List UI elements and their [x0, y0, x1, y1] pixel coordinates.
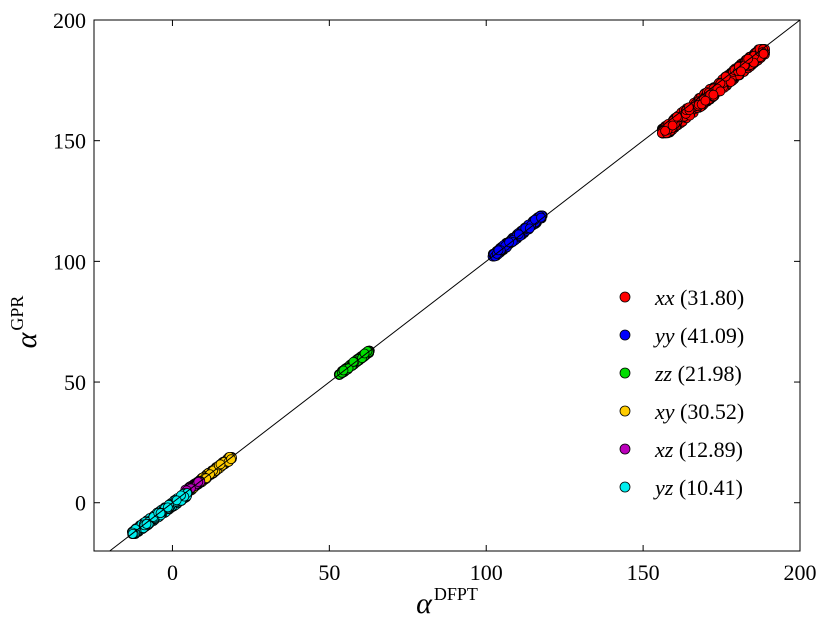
x-tick-label: 100	[470, 560, 503, 585]
legend-label-xz: xz (12.89)	[654, 437, 743, 462]
scatter-point-yy	[504, 237, 515, 248]
legend-label-zz: zz (21.98)	[654, 361, 742, 386]
legend-marker-xy	[619, 405, 631, 417]
scatter-point-xx	[700, 95, 711, 106]
scatter-point-xx	[667, 120, 678, 131]
legend-label-yz: yz (10.41)	[653, 475, 743, 500]
y-tick-label: 100	[53, 249, 86, 274]
scatter-point-yz	[155, 508, 166, 518]
legend-marker-xx	[619, 291, 631, 303]
scatter-point-yz	[141, 519, 152, 529]
legend-marker-yy	[619, 329, 631, 341]
x-axis-label: α DFPT	[416, 584, 478, 620]
x-tick-label: 50	[318, 560, 340, 585]
y-tick-label: 50	[64, 370, 86, 395]
data-points	[126, 44, 770, 539]
plot-frame	[93, 19, 801, 552]
legend-label-xx: xx (31.80)	[654, 285, 744, 310]
axis-ticks: 0 50 100 150 200 0 50 100 150 200	[53, 8, 817, 585]
scatter-point-xx	[683, 102, 694, 113]
scatter-point-yy	[493, 245, 504, 256]
scatter-point-yy	[513, 229, 524, 240]
scatter-point-xx	[736, 66, 746, 77]
legend-marker-xz	[619, 443, 631, 455]
y-tick-label: 200	[53, 8, 86, 33]
scatter-point-zz	[348, 356, 359, 367]
scatter-point-xx	[708, 89, 719, 100]
scatter-point-xx	[672, 111, 682, 122]
scatter-point-yy	[536, 212, 546, 223]
legend-marker-zz	[619, 367, 631, 379]
identity-reference-line	[109, 19, 801, 552]
legend: xx (31.80) yy (41.09) zz (21.98) xy (30.52)…	[619, 285, 744, 500]
legend-label-xy: xy (30.52)	[654, 399, 744, 424]
x-tick-label: 0	[167, 560, 178, 585]
x-tick-label: 200	[784, 560, 817, 585]
scatter-point-zz	[359, 348, 370, 359]
y-tick-label: 150	[53, 129, 86, 154]
scatter-point-xy	[215, 459, 226, 470]
legend-marker-yz	[619, 481, 631, 493]
y-tick-label: 0	[75, 491, 86, 516]
x-tick-label: 150	[627, 560, 660, 585]
legend-label-yy: yy (41.09)	[653, 323, 744, 348]
scatter-point-xx	[758, 48, 769, 59]
scatter-point-xx	[660, 125, 670, 136]
scatter-point-xy	[226, 454, 236, 465]
y-axis-label: αGPR	[7, 296, 43, 349]
